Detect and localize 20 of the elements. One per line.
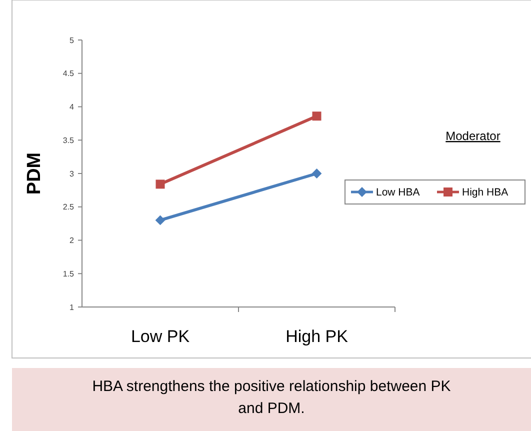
point xyxy=(312,168,322,178)
x-tick-label: High PK xyxy=(286,327,349,346)
text: HBA strengthens the positive relationship between PK and PDM. xyxy=(91,377,452,419)
y-tick-label: 5 xyxy=(70,36,75,45)
point xyxy=(155,215,166,226)
y-axis-title: PDM xyxy=(24,152,45,195)
legend-title: Moderator xyxy=(446,129,500,143)
x-tick-label: Low PK xyxy=(130,327,190,346)
point xyxy=(156,180,165,189)
y-tick-label: 3.5 xyxy=(62,136,75,145)
y-tick-label: 2 xyxy=(70,236,75,246)
y-tick-label: 4 xyxy=(70,102,75,112)
y-tick-label: 1 xyxy=(70,302,75,312)
y-tick-label: 4.5 xyxy=(62,69,75,78)
legend-label: Low HBA xyxy=(376,186,420,199)
point xyxy=(312,112,322,121)
y-tick-label: 1.5 xyxy=(62,269,75,278)
y-tick-label: 3 xyxy=(70,169,75,178)
y-tick-label: 2.5 xyxy=(62,202,75,212)
legend-label: High HBA xyxy=(462,186,508,199)
